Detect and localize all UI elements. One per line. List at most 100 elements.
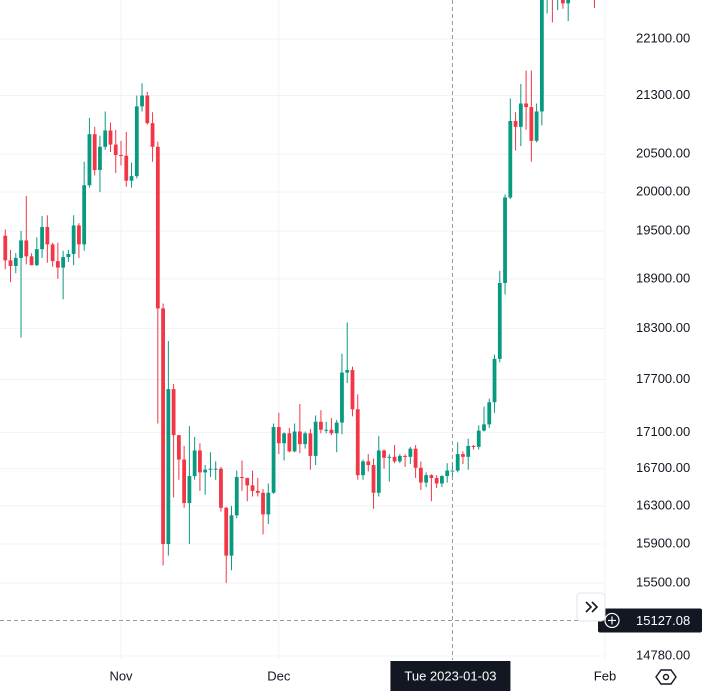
x-tick-label: Nov: [109, 668, 133, 683]
settings-icon[interactable]: [655, 669, 677, 685]
candle-body: [55, 261, 60, 268]
scroll-icon[interactable]: [585, 601, 599, 613]
candle-body: [50, 244, 55, 262]
crosshair-add-icon-plus: [608, 616, 616, 625]
candle-body: [366, 461, 371, 466]
candle-body: [292, 431, 297, 452]
y-tick-label: 14780.00: [636, 647, 690, 662]
candle-body: [334, 422, 339, 434]
crosshair-price-label: 15127.08: [636, 613, 690, 628]
y-tick-label: 20500.00: [636, 146, 690, 161]
candle-body: [161, 308, 165, 545]
candle-body: [397, 455, 402, 462]
candle-body: [250, 485, 255, 491]
candle-body: [71, 225, 76, 254]
candle-body: [198, 450, 202, 473]
candle-body: [45, 227, 50, 245]
candle-body: [508, 120, 513, 198]
candle-body: [171, 389, 176, 436]
candle-body: [329, 429, 334, 434]
candle-body: [566, 0, 571, 4]
y-tick-label: 22100.00: [636, 30, 690, 45]
candle-body: [282, 433, 286, 444]
candle-body: [82, 185, 87, 245]
candle-body: [98, 146, 102, 171]
candle-body: [208, 468, 213, 470]
y-tick-label: 17100.00: [636, 424, 690, 439]
y-tick-label: 21300.00: [636, 87, 690, 102]
candle-body: [103, 130, 108, 147]
candle-body: [8, 260, 13, 266]
candle-body: [434, 477, 439, 484]
candle-body: [192, 450, 197, 477]
candle-body: [387, 456, 392, 458]
candle-body: [134, 106, 139, 177]
crosshair-date-label: Tue 2023-01-03: [404, 668, 496, 683]
candle-body: [324, 429, 329, 431]
candle-body: [87, 134, 92, 186]
candle-body: [371, 465, 376, 493]
candle-body: [229, 515, 234, 556]
axes: 14780.00 15500.00 15900.00 16300.00 16700.00…: [109, 30, 690, 683]
candle-body: [513, 120, 518, 127]
settings-icon-center[interactable]: [662, 673, 670, 681]
candle-body: [92, 134, 97, 171]
candle-body: [561, 0, 565, 4]
candle-body: [440, 476, 444, 484]
candle-body: [461, 454, 465, 457]
candle-body: [476, 430, 481, 447]
y-tick-label: 16700.00: [636, 460, 690, 475]
candle-body: [424, 475, 429, 483]
candle-body: [392, 456, 397, 462]
candle-body: [276, 427, 281, 444]
candle-body: [418, 467, 423, 483]
y-tick-label: 18900.00: [636, 270, 690, 285]
candle-body: [261, 492, 265, 515]
candle-body: [3, 235, 8, 261]
candle-body: [376, 450, 381, 493]
candle-body: [350, 370, 355, 410]
y-tick-label: 15500.00: [636, 575, 690, 590]
candle-body: [429, 475, 434, 478]
crosshair-date-box: [390, 661, 511, 691]
candle-body: [240, 477, 244, 479]
candle-body: [297, 431, 302, 445]
candle-body: [471, 445, 476, 447]
candle-body: [145, 95, 150, 124]
y-tick-label: 16300.00: [636, 497, 690, 512]
candle-body: [340, 372, 344, 423]
candle-body: [355, 409, 360, 476]
candles: [3, 0, 595, 584]
candle-body: [497, 282, 502, 359]
candle-body: [413, 448, 418, 468]
candle-body: [119, 155, 123, 157]
candle-body: [534, 111, 539, 141]
candle-body: [155, 146, 160, 309]
candle-body: [408, 448, 413, 457]
candle-body: [29, 256, 34, 266]
candle-body: [266, 492, 271, 515]
candle-body: [455, 454, 460, 471]
candle-body: [203, 469, 208, 473]
scroll-button[interactable]: [576, 592, 606, 622]
crosshair-price-box: [598, 608, 702, 633]
candle-body: [234, 477, 239, 516]
candle-body: [129, 176, 134, 181]
candle-body: [518, 103, 523, 127]
candle-body: [166, 389, 171, 545]
candle-body: [539, 0, 544, 112]
candle-body: [61, 257, 66, 268]
y-tick-label: 15900.00: [636, 535, 690, 550]
candle-body: [140, 95, 144, 107]
candle-body: [108, 130, 113, 145]
x-tick-label: Feb: [594, 668, 616, 683]
candle-body: [345, 370, 350, 373]
settings-button[interactable]: [655, 669, 677, 685]
candle-body: [187, 476, 192, 504]
candle-body: [308, 433, 313, 456]
y-tick-label: 20000.00: [636, 184, 690, 199]
candle-body: [503, 197, 507, 283]
y-tick-label: 18300.00: [636, 320, 690, 335]
